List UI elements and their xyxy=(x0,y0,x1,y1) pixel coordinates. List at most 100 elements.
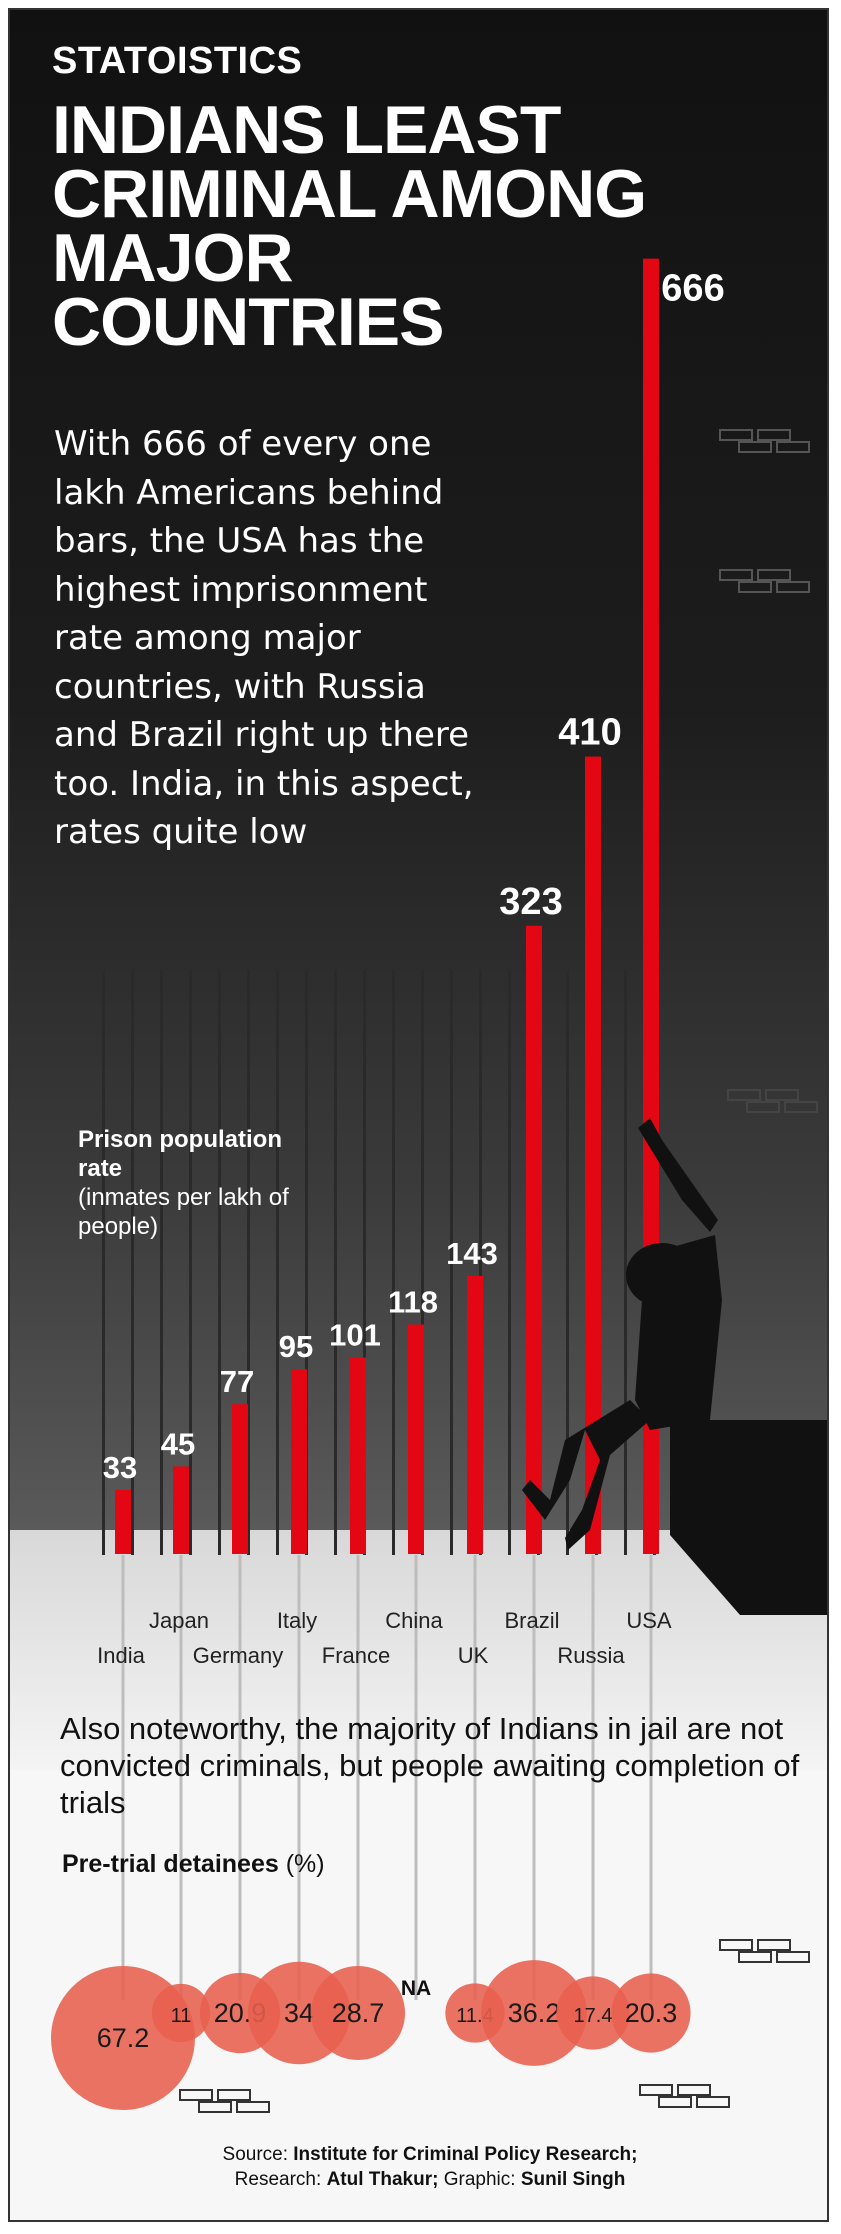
research-label: Research: xyxy=(234,2169,322,2190)
bg-bar-line xyxy=(131,970,134,1555)
pretrial-title: Pre-trial detainees (%) xyxy=(62,1850,325,1879)
graphic-label: Graphic: xyxy=(443,2169,516,2190)
brick-group xyxy=(179,2089,270,2113)
bar-france xyxy=(350,1357,366,1554)
bubble-japan xyxy=(151,1983,211,2043)
brick-decorations xyxy=(179,429,818,2113)
brick-icon xyxy=(776,581,810,593)
floor-band xyxy=(10,1530,827,1770)
bar-value-label: 143 xyxy=(446,1236,498,1271)
bg-bar-line xyxy=(305,970,308,1555)
bar-value-label: 118 xyxy=(388,1284,438,1319)
bubble-value-label: 36.2 xyxy=(508,1998,561,2028)
wall-silhouette xyxy=(670,1420,827,1615)
bg-bar-line xyxy=(450,970,453,1555)
brick-icon xyxy=(639,2084,673,2096)
source-label: Source: xyxy=(222,2144,288,2165)
bg-bar-line xyxy=(392,970,395,1555)
bar-germany xyxy=(232,1404,248,1554)
y-axis-title: Prison population rate xyxy=(78,1126,282,1182)
bar-italy xyxy=(291,1369,307,1554)
bubble-usa xyxy=(611,1973,691,2053)
kicker: STATOISTICS xyxy=(52,40,303,82)
bar-value-label: 410 xyxy=(558,712,621,754)
graphic-value: Sunil Singh xyxy=(520,2169,626,2190)
intro-text: With 666 of every one lakh Americans beh… xyxy=(54,424,474,852)
brick-icon xyxy=(784,1101,818,1113)
brick-icon xyxy=(757,1939,791,1951)
x-tick-label: Italy xyxy=(277,1608,317,1633)
x-tick-label: Japan xyxy=(149,1608,209,1633)
bar-brazil xyxy=(526,925,542,1554)
brick-group xyxy=(719,569,810,593)
bubble-value-label: 67.2 xyxy=(97,2023,150,2053)
brick-icon xyxy=(727,1089,761,1101)
prisoner-arm xyxy=(638,1118,718,1232)
headline: INDIANS LEAST CRIMINAL AMONG MAJOR COUNT… xyxy=(52,92,647,360)
brick-group xyxy=(639,2084,730,2108)
bar-value-label: 45 xyxy=(161,1426,195,1461)
bg-bar-line xyxy=(363,970,366,1555)
x-tick-label: China xyxy=(385,1608,443,1633)
bar-russia xyxy=(585,756,601,1554)
brick-icon xyxy=(776,1951,810,1963)
bg-bar-line xyxy=(624,970,627,1555)
wall-block xyxy=(670,1420,827,1615)
bg-bar-line xyxy=(276,970,279,1555)
bar-china xyxy=(408,1324,424,1554)
bubble-value-label: 20.3 xyxy=(625,1998,678,2028)
bar-uk xyxy=(467,1275,483,1554)
bubble-france xyxy=(310,1965,406,2061)
x-tick-label: USA xyxy=(626,1608,672,1633)
x-tick-label: Brazil xyxy=(504,1608,559,1633)
bg-bar-line xyxy=(160,970,163,1555)
source-value: Institute for Criminal Policy Research; xyxy=(293,2144,638,2165)
brick-icon xyxy=(677,2084,711,2096)
bubble-brazil xyxy=(481,1960,587,2066)
brick-icon xyxy=(658,2096,692,2108)
source-credit: Source: Institute for Criminal Policy Re… xyxy=(150,2142,710,2192)
bar-india xyxy=(115,1489,131,1554)
bg-bar-line xyxy=(566,970,569,1555)
bg-bar-line xyxy=(508,970,511,1555)
brick-group xyxy=(719,429,810,453)
brick-icon xyxy=(746,1101,780,1113)
x-tick-label: UK xyxy=(458,1643,489,1668)
brick-icon xyxy=(765,1089,799,1101)
brick-icon xyxy=(738,1951,772,1963)
brick-icon xyxy=(179,2089,213,2101)
bubble-value-label: 34 xyxy=(284,1998,314,2028)
bubble-russia xyxy=(556,1976,630,2050)
brick-icon xyxy=(217,2089,251,2101)
brick-icon xyxy=(757,429,791,441)
bubble-value-label: 17.4 xyxy=(574,2005,613,2027)
bar-value-label: 323 xyxy=(499,881,562,923)
brick-icon xyxy=(719,1939,753,1951)
bg-bar-line xyxy=(421,970,424,1555)
brick-icon xyxy=(696,2096,730,2108)
bar-japan xyxy=(173,1466,189,1554)
bar-value-label: 666 xyxy=(661,268,724,310)
note-text: Also noteworthy, the majority of Indians… xyxy=(60,1711,800,1820)
y-axis-label: Prison population rate (inmates per lakh… xyxy=(78,1125,308,1241)
infographic: 33 45 77 95 101 118 143 323 410 666 India Japan Ger… xyxy=(8,8,829,2222)
bg-bar-line xyxy=(102,970,105,1555)
x-tick-label: Russia xyxy=(557,1643,625,1668)
bg-bar-line xyxy=(479,970,482,1555)
brick-icon xyxy=(757,569,791,581)
brick-icon xyxy=(719,569,753,581)
bubble-value-label: 11 xyxy=(171,2005,192,2027)
bg-bar-line xyxy=(189,970,192,1555)
brick-icon xyxy=(236,2101,270,2113)
y-axis-note: (inmates per lakh of people) xyxy=(78,1184,289,1240)
bubble-na-label: NA xyxy=(401,1977,431,2000)
prisoner-silhouette-icon xyxy=(522,1118,722,1550)
bubble-value-label: 28.7 xyxy=(332,1998,385,2028)
brick-icon xyxy=(776,441,810,453)
brick-icon xyxy=(198,2101,232,2113)
pretrial-title-text: Pre-trial detainees xyxy=(62,1850,279,1878)
